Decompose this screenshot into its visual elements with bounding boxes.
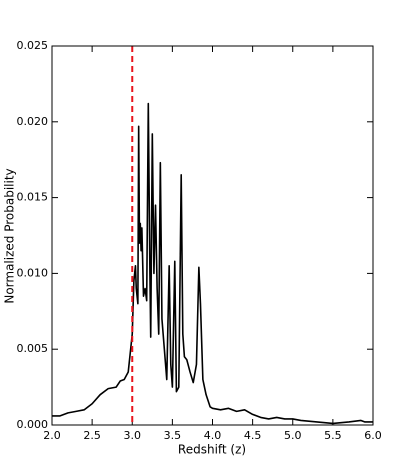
- x-tick-label: 2.0: [43, 429, 61, 442]
- y-tick-label: 0.005: [17, 342, 49, 355]
- x-tick-label: 3.0: [124, 429, 142, 442]
- x-tick-label: 3.5: [164, 429, 182, 442]
- y-tick-label: 0.010: [17, 266, 49, 279]
- y-tick-label: 0.000: [17, 418, 49, 431]
- x-tick-label: 6.0: [364, 429, 382, 442]
- x-tick-label: 4.5: [244, 429, 262, 442]
- data-line: [52, 102, 373, 425]
- x-tick-label: 5.0: [284, 429, 302, 442]
- y-tick-label: 0.020: [17, 115, 49, 128]
- x-axis-label: Redshift (z): [178, 443, 246, 457]
- y-axis-label: Normalized Probability: [3, 168, 17, 303]
- y-tick-label: 0.025: [17, 39, 49, 52]
- x-tick-label: 2.5: [83, 429, 101, 442]
- plot-frame: [51, 45, 374, 426]
- y-tick-label: 0.015: [17, 191, 49, 204]
- x-tick-label: 5.5: [324, 429, 342, 442]
- x-tick-label: 4.0: [204, 429, 222, 442]
